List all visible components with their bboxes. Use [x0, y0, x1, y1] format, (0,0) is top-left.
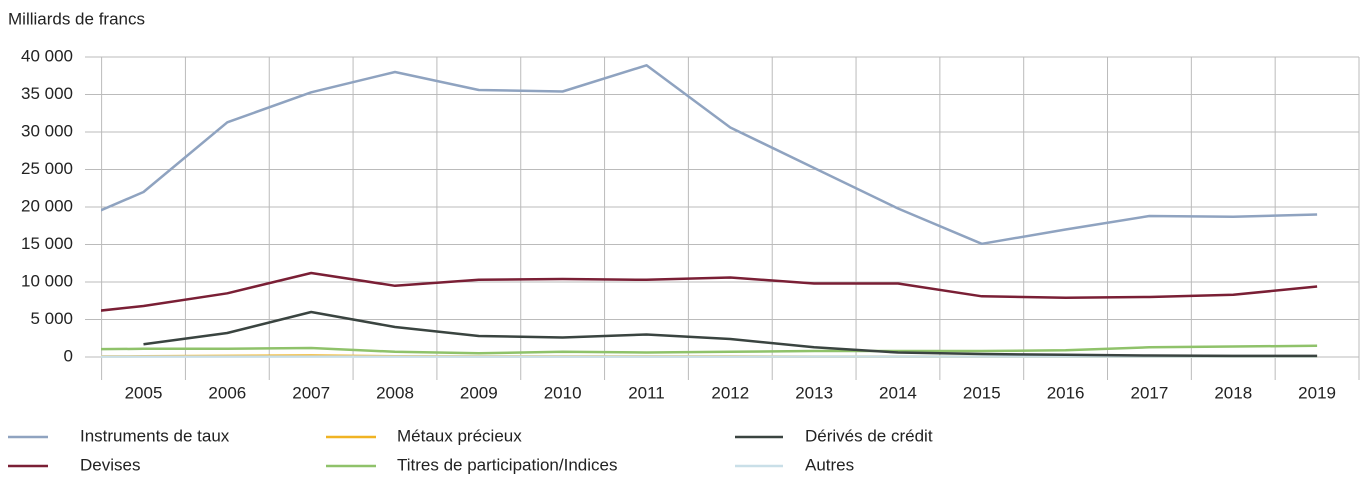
x-tick-label: 2010 — [544, 383, 582, 402]
legend-label: Instruments de taux — [80, 426, 230, 445]
y-axis-label: Milliards de francs — [8, 9, 145, 28]
x-tick-label: 2019 — [1298, 383, 1336, 402]
y-tick-label: 0 — [64, 346, 73, 365]
y-tick-label: 20 000 — [21, 196, 73, 215]
y-tick-label: 40 000 — [21, 46, 73, 65]
y-tick-label: 10 000 — [21, 271, 73, 290]
x-tick-label: 2005 — [125, 383, 163, 402]
data-line — [143, 310, 1318, 358]
legend-label: Métaux précieux — [397, 426, 522, 445]
x-tick-label: 2017 — [1131, 383, 1169, 402]
x-tick-label: 2011 — [628, 383, 665, 402]
x-tick-label: 2016 — [1047, 383, 1085, 402]
x-tick-label: 2013 — [795, 383, 833, 402]
x-tick-label: 2006 — [208, 383, 246, 402]
data-line — [101, 64, 1318, 246]
legend-label: Titres de participation/Indices — [397, 455, 617, 474]
y-tick-label: 5 000 — [30, 309, 73, 328]
data-line — [101, 344, 1318, 355]
data-line — [101, 271, 1318, 312]
legend-label: Devises — [80, 455, 140, 474]
y-tick-label: 35 000 — [21, 84, 73, 103]
legend-label: Autres — [805, 455, 854, 474]
grid — [85, 56, 1360, 380]
x-tick-label: 2009 — [460, 383, 498, 402]
x-tick-label: 2018 — [1214, 383, 1252, 402]
x-tick-label: 2012 — [711, 383, 749, 402]
y-tick-label: 30 000 — [21, 121, 73, 140]
x-tick-label: 2007 — [292, 383, 330, 402]
y-tick-label: 25 000 — [21, 159, 73, 178]
x-tick-label: 2014 — [879, 383, 917, 402]
x-tick-label: 2015 — [963, 383, 1001, 402]
x-tick-label: 2008 — [376, 383, 414, 402]
legend-label: Dérivés de crédit — [805, 426, 933, 445]
plot-area — [101, 64, 1318, 358]
y-tick-label: 15 000 — [21, 234, 73, 253]
